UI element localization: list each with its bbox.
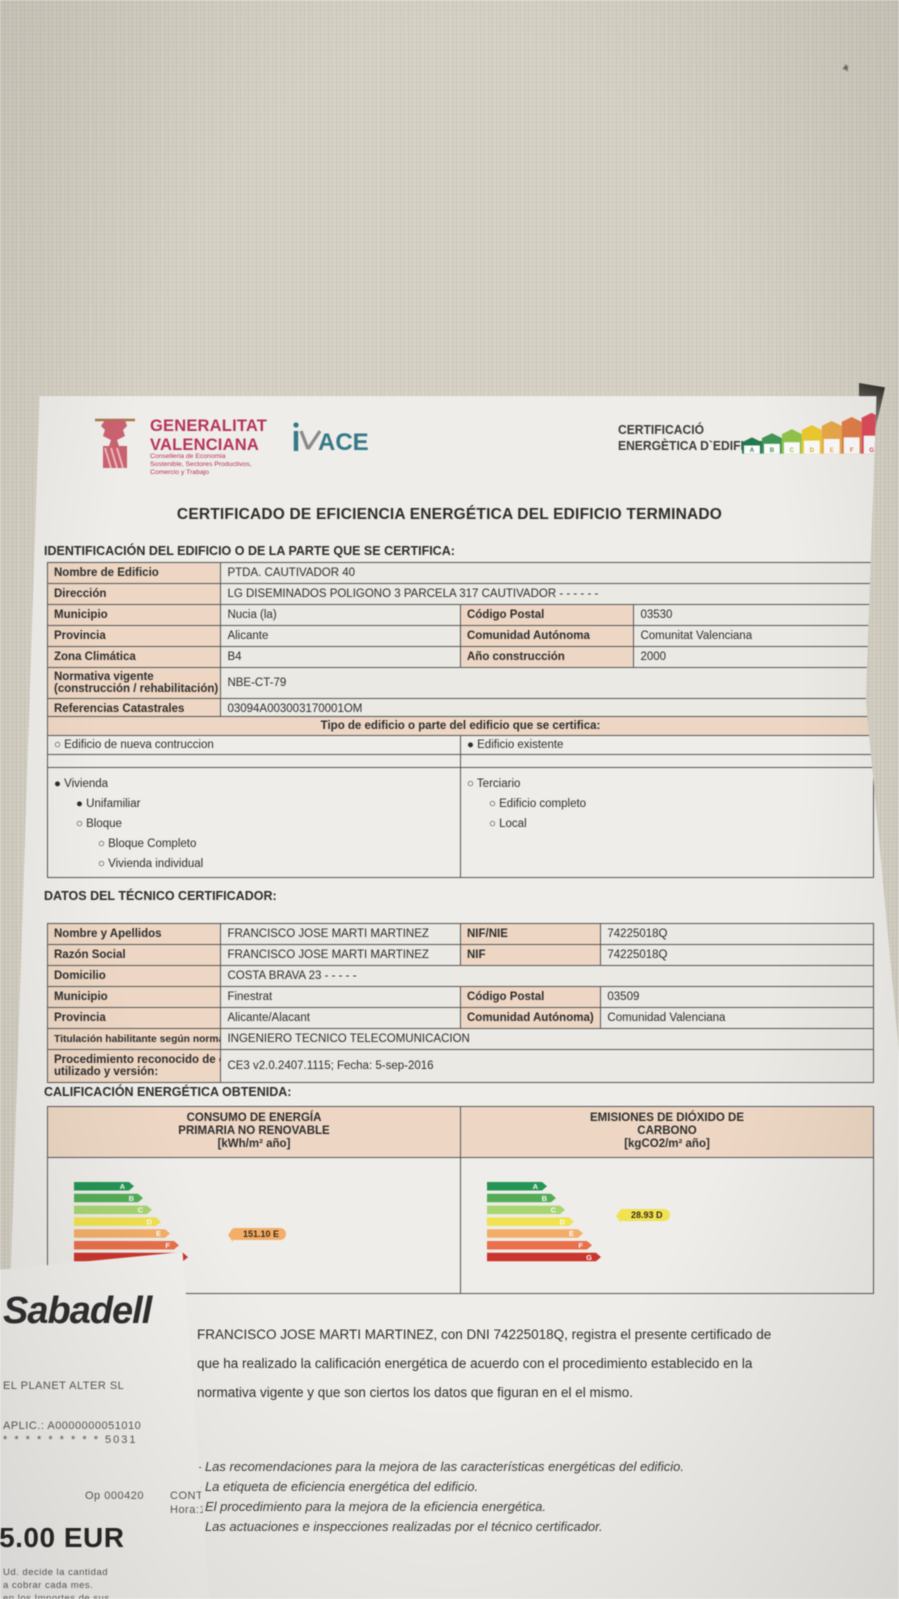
svg-text:G: G (586, 1253, 592, 1262)
svg-text:F: F (165, 1241, 170, 1250)
svg-text:C: C (138, 1206, 144, 1215)
svg-text:ACE: ACE (318, 429, 369, 456)
svg-text:A: A (533, 1182, 539, 1191)
svg-text:B: B (542, 1194, 548, 1203)
svg-text:C: C (551, 1206, 557, 1215)
svg-text:A: A (750, 447, 755, 454)
svg-text:F: F (578, 1241, 583, 1250)
svg-text:D: D (560, 1217, 566, 1226)
svg-text:D: D (810, 447, 815, 454)
svg-text:E: E (569, 1229, 574, 1238)
svg-text:B: B (129, 1194, 135, 1203)
svg-text:F: F (850, 447, 854, 454)
svg-text:C: C (790, 447, 795, 454)
svg-text:A: A (120, 1182, 126, 1191)
svg-text:D: D (147, 1217, 153, 1226)
svg-text:B: B (770, 447, 775, 454)
svg-text:G: G (869, 447, 874, 454)
svg-text:E: E (156, 1229, 161, 1238)
svg-text:E: E (830, 447, 834, 454)
